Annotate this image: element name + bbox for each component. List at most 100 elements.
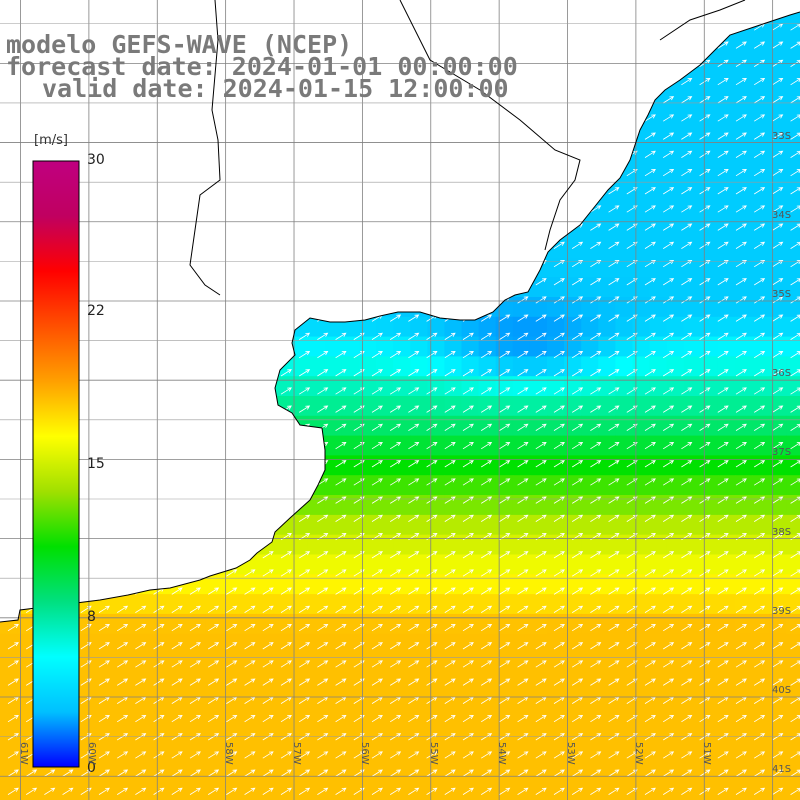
wind-cell xyxy=(683,396,702,417)
wind-arrow xyxy=(98,187,110,195)
wind-cell xyxy=(717,39,736,60)
wind-cell xyxy=(170,277,189,298)
wind-arrow xyxy=(317,623,329,632)
wind-arrow xyxy=(44,787,56,795)
wind-arrow xyxy=(753,605,766,613)
wind-cell xyxy=(461,534,480,556)
wind-cell xyxy=(717,336,736,357)
wind-arrow xyxy=(772,751,784,759)
wind-arrow xyxy=(735,405,747,413)
wind-arrow xyxy=(735,751,747,759)
wind-arrow xyxy=(280,387,292,395)
wind-cell xyxy=(581,752,599,773)
wind-arrow xyxy=(189,168,201,177)
wind-arrow xyxy=(371,114,383,122)
wind-arrow xyxy=(226,714,238,723)
wind-arrow xyxy=(189,114,201,122)
wind-cell xyxy=(239,217,257,239)
wind-arrow xyxy=(226,369,238,377)
wind-arrow xyxy=(389,132,402,140)
wind-cell xyxy=(649,39,668,60)
wind-arrow xyxy=(790,12,800,13)
wind-arrow xyxy=(699,132,711,140)
wind-arrow xyxy=(535,223,547,231)
wind-cell xyxy=(341,356,360,377)
wind-arrow xyxy=(535,460,547,468)
lon-label: 61W xyxy=(17,742,29,765)
wind-cell xyxy=(615,673,634,694)
wind-arrow xyxy=(116,187,129,195)
wind-arrow xyxy=(426,605,438,613)
wind-arrow xyxy=(317,278,329,286)
wind-cell xyxy=(153,752,172,773)
wind-cell xyxy=(410,534,428,556)
wind-arrow xyxy=(389,205,402,213)
wind-arrow xyxy=(98,478,110,486)
wind-cell xyxy=(581,613,599,635)
wind-cell xyxy=(102,772,121,793)
wind-arrow xyxy=(790,387,800,395)
wind-arrow xyxy=(608,387,620,395)
wind-cell xyxy=(410,514,428,536)
wind-cell xyxy=(85,118,104,140)
wind-cell xyxy=(683,257,702,278)
wind-cell xyxy=(0,396,18,417)
wind-cell xyxy=(581,19,599,41)
wind-arrow xyxy=(717,132,729,140)
wind-arrow xyxy=(298,587,311,595)
wind-arrow xyxy=(116,296,129,304)
wind-cell xyxy=(666,356,685,377)
wind-arrow xyxy=(662,314,675,322)
wind-arrow xyxy=(462,241,474,249)
wind-cell xyxy=(0,594,18,615)
wind-arrow xyxy=(753,150,766,158)
wind-cell xyxy=(324,376,343,397)
wind-arrow xyxy=(7,241,19,249)
wind-arrow xyxy=(262,205,274,213)
colorbar-tick-30: 30 xyxy=(87,152,105,168)
wind-cell xyxy=(119,673,138,694)
wind-cell xyxy=(341,534,360,556)
wind-cell xyxy=(51,12,69,21)
wind-cell xyxy=(495,534,514,556)
wind-arrow xyxy=(335,751,347,759)
wind-cell xyxy=(393,356,411,377)
wind-arrow xyxy=(735,114,747,122)
wind-arrow xyxy=(571,623,584,632)
wind-arrow xyxy=(262,551,274,559)
wind-cell xyxy=(290,673,309,694)
wind-arrow xyxy=(135,12,147,13)
wind-cell xyxy=(307,792,326,800)
wind-arrow xyxy=(608,168,620,177)
wind-cell xyxy=(717,79,736,100)
wind-arrow xyxy=(189,569,201,577)
wind-cell xyxy=(153,475,172,496)
wind-arrow xyxy=(135,460,147,468)
wind-cell xyxy=(324,772,343,793)
wind-cell xyxy=(359,138,377,159)
wind-arrow xyxy=(408,332,420,340)
wind-arrow xyxy=(553,714,565,723)
wind-cell xyxy=(102,12,121,21)
wind-arrow xyxy=(790,41,800,49)
wind-cell xyxy=(461,574,480,595)
wind-arrow xyxy=(98,569,110,577)
wind-arrow xyxy=(7,387,19,395)
wind-arrow xyxy=(371,12,383,13)
wind-arrow xyxy=(207,714,220,723)
wind-cell xyxy=(478,792,497,800)
wind-cell xyxy=(239,138,257,159)
wind-arrow xyxy=(189,769,201,777)
wind-arrow xyxy=(7,769,19,777)
wind-cell xyxy=(290,792,309,800)
wind-arrow xyxy=(717,605,729,613)
wind-cell xyxy=(17,574,35,595)
wind-cell xyxy=(564,792,582,800)
wind-arrow xyxy=(226,678,238,686)
wind-arrow xyxy=(462,12,474,13)
wind-arrow xyxy=(44,114,56,122)
wind-arrow xyxy=(753,314,766,322)
wind-arrow xyxy=(189,478,201,486)
wind-cell xyxy=(17,316,35,338)
wind-cell xyxy=(410,178,428,199)
